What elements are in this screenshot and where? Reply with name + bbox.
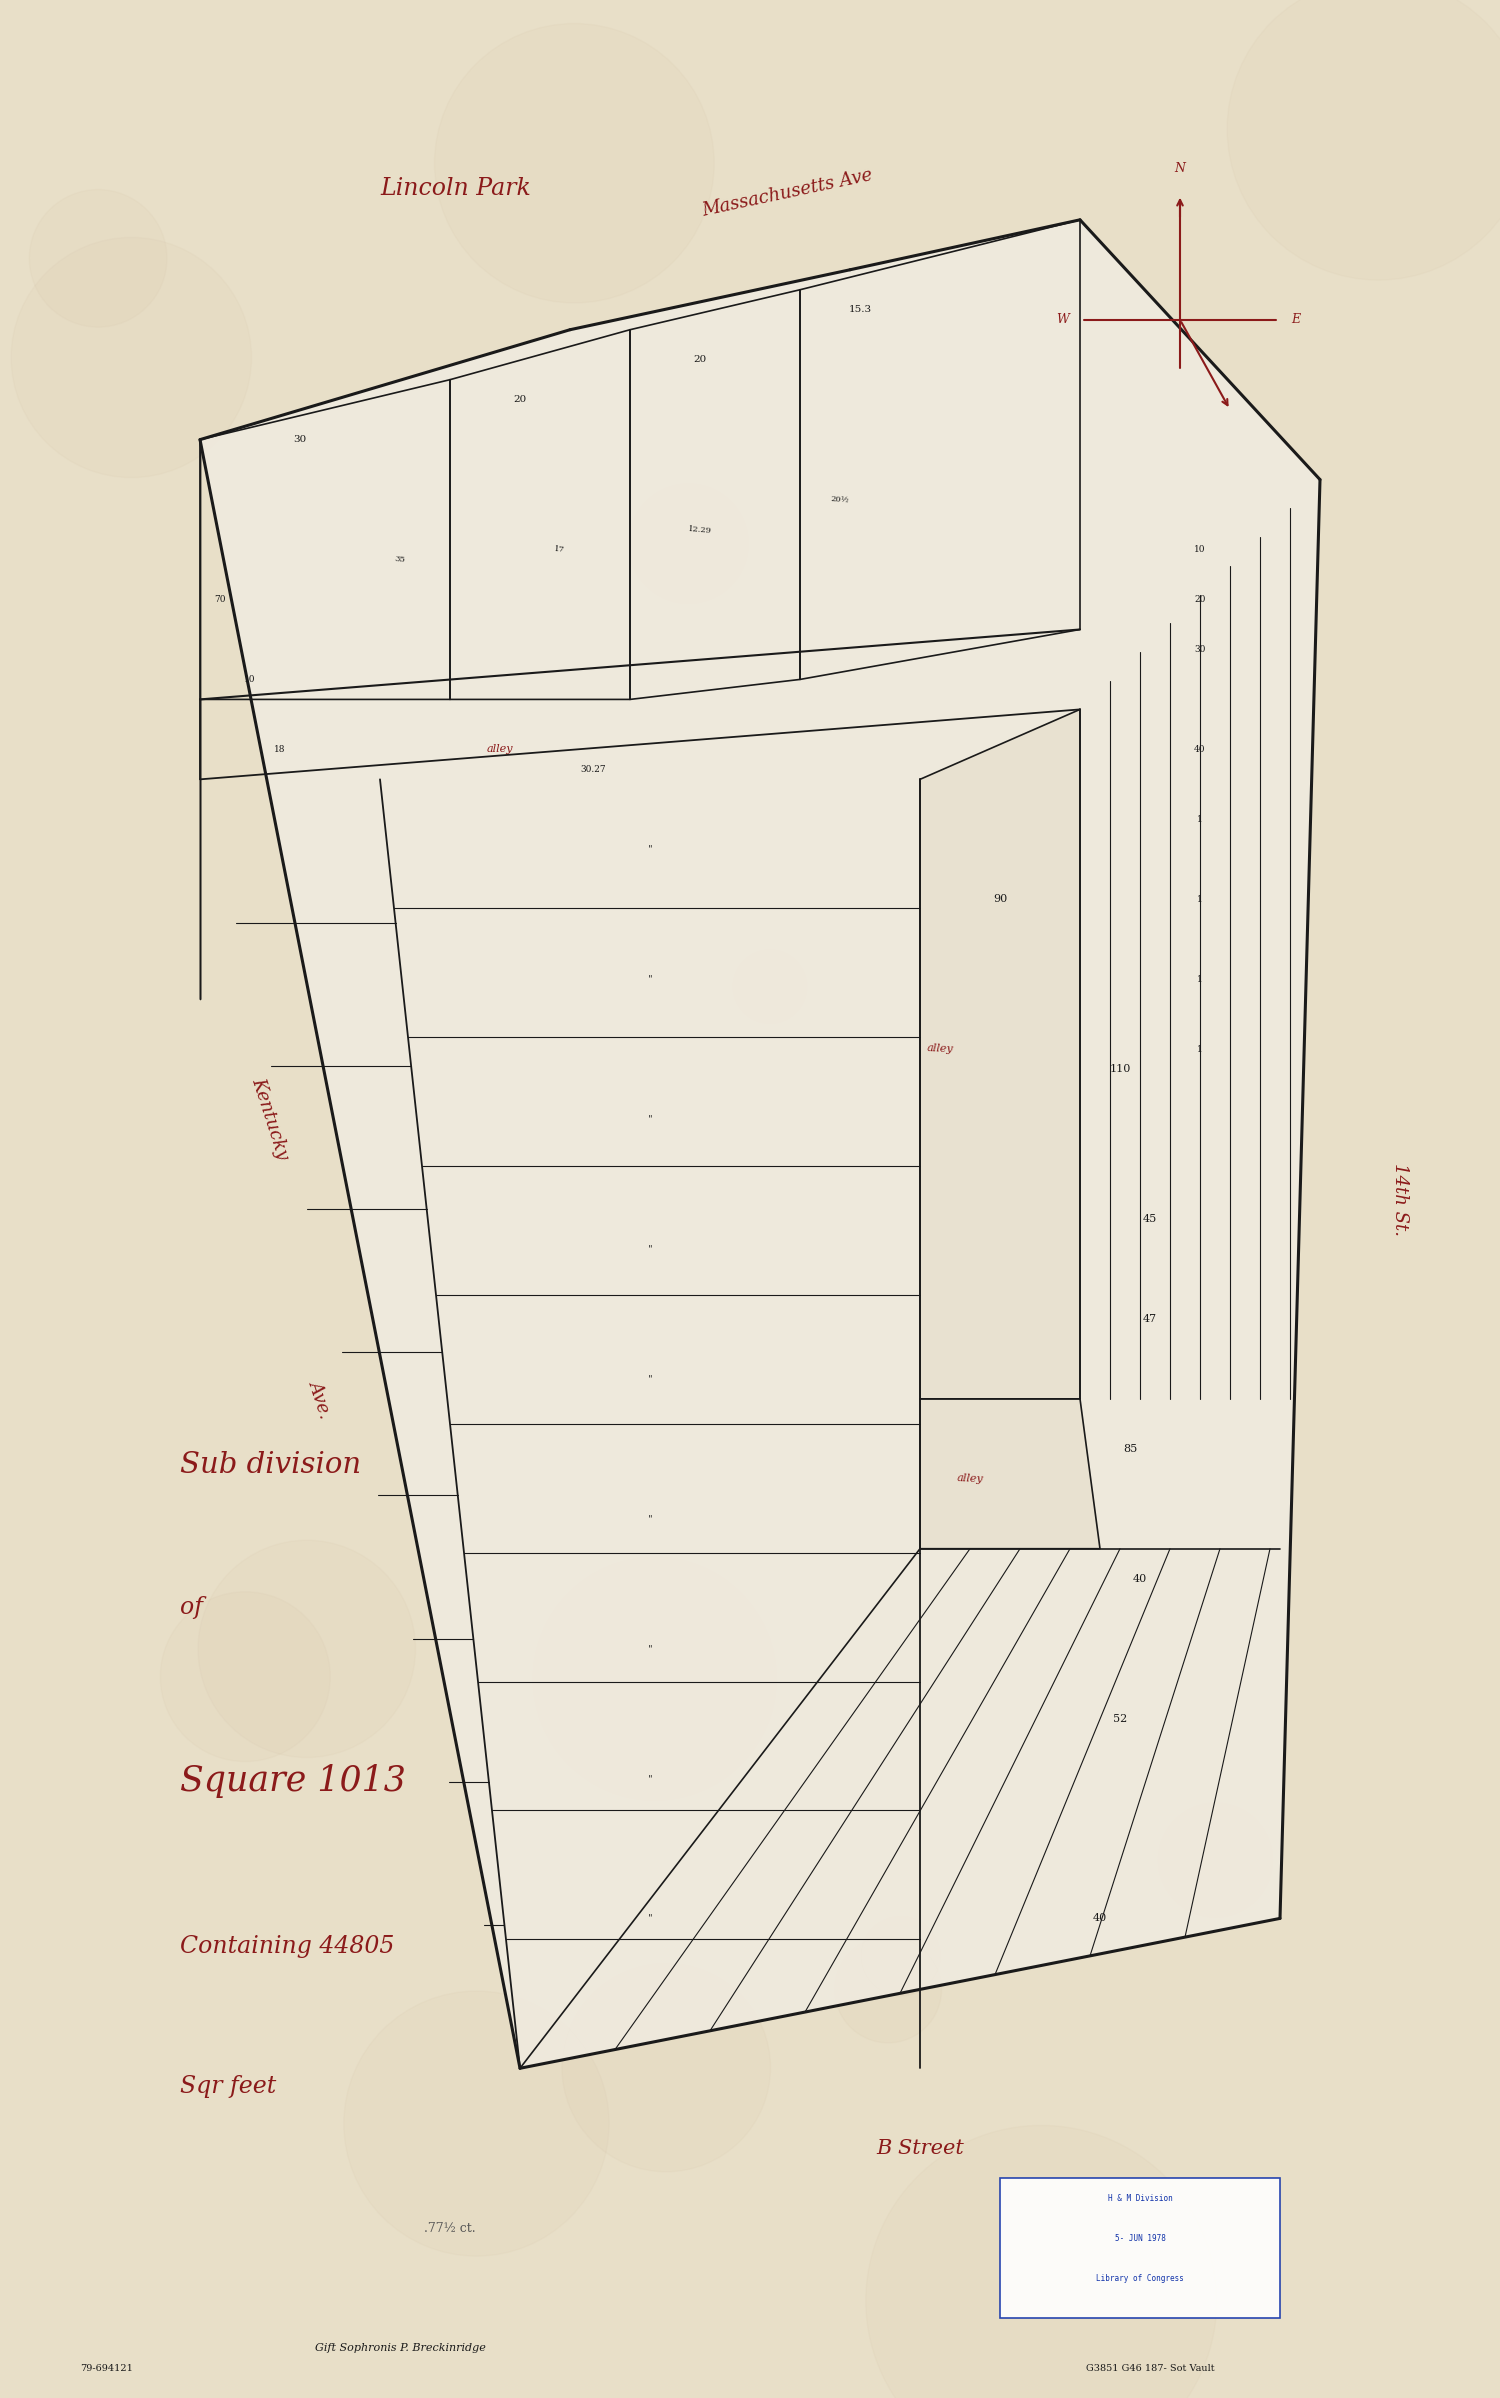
Circle shape <box>628 484 748 604</box>
Text: 70: 70 <box>214 595 225 604</box>
Text: alley: alley <box>486 743 513 755</box>
Text: 30: 30 <box>294 434 306 444</box>
Circle shape <box>1158 1803 1272 1918</box>
Text: ": " <box>648 1645 652 1652</box>
Circle shape <box>834 1935 942 2043</box>
Text: Sqr feet: Sqr feet <box>180 2074 276 2098</box>
Text: 20½: 20½ <box>831 494 849 504</box>
Text: 20: 20 <box>1194 595 1206 604</box>
Text: 14th St.: 14th St. <box>1390 1163 1408 1235</box>
Text: ": " <box>648 844 652 854</box>
Text: Containing 44805: Containing 44805 <box>180 1935 394 1959</box>
Text: 1: 1 <box>1197 1046 1203 1053</box>
Text: 1: 1 <box>1197 894 1203 904</box>
Circle shape <box>861 1916 940 1995</box>
Text: .77½ ct.: .77½ ct. <box>424 2221 476 2235</box>
Text: 45: 45 <box>1143 1213 1156 1223</box>
Text: 10: 10 <box>244 674 255 683</box>
Text: 52: 52 <box>1113 1715 1126 1724</box>
Text: 79-694121: 79-694121 <box>80 2364 134 2372</box>
Text: Ave.: Ave. <box>306 1376 334 1420</box>
Circle shape <box>10 237 252 477</box>
Text: 90: 90 <box>993 894 1006 904</box>
Text: 18: 18 <box>274 746 285 753</box>
Text: H & M Division: H & M Division <box>1107 2194 1173 2204</box>
Text: ": " <box>648 1374 652 1384</box>
Text: ": " <box>648 1115 652 1125</box>
Text: W: W <box>1056 314 1070 326</box>
Text: 10: 10 <box>1194 544 1206 554</box>
Text: Massachusetts Ave: Massachusetts Ave <box>700 165 874 221</box>
Text: G3851 G46 187- Sot Vault: G3851 G46 187- Sot Vault <box>1086 2364 1215 2372</box>
Text: 40: 40 <box>1132 1573 1148 1583</box>
Text: 20: 20 <box>693 355 706 364</box>
Polygon shape <box>200 221 1320 2067</box>
Circle shape <box>435 24 714 302</box>
Text: ": " <box>648 1775 652 1784</box>
Text: alley: alley <box>927 1043 954 1055</box>
Circle shape <box>198 1540 416 1758</box>
Text: 1: 1 <box>1197 974 1203 983</box>
Text: 35: 35 <box>394 554 405 564</box>
Text: 40: 40 <box>1094 1914 1107 1923</box>
Text: 47: 47 <box>1143 1314 1156 1324</box>
Polygon shape <box>920 1398 1100 1549</box>
Text: Gift Sophronis P. Breckinridge: Gift Sophronis P. Breckinridge <box>315 2343 486 2352</box>
Circle shape <box>734 950 807 1024</box>
Text: 20: 20 <box>513 396 526 405</box>
Circle shape <box>30 189 166 326</box>
Circle shape <box>160 1592 330 1763</box>
Text: B Street: B Street <box>876 2139 965 2158</box>
Text: Square 1013: Square 1013 <box>180 1765 406 1798</box>
Circle shape <box>532 1556 777 1801</box>
Text: N: N <box>1174 161 1185 175</box>
Text: 85: 85 <box>1124 1444 1137 1453</box>
Text: 30.27: 30.27 <box>580 765 606 775</box>
Text: Lincoln Park: Lincoln Park <box>380 177 531 199</box>
Text: Library of Congress: Library of Congress <box>1096 2273 1184 2283</box>
Text: ": " <box>648 1513 652 1523</box>
Text: Kentucky: Kentucky <box>249 1077 291 1163</box>
Text: 12.29: 12.29 <box>688 525 712 535</box>
Circle shape <box>562 1964 771 2173</box>
Circle shape <box>1227 0 1500 281</box>
FancyBboxPatch shape <box>1000 2177 1280 2319</box>
Text: 1: 1 <box>1197 815 1203 825</box>
Text: 15.3: 15.3 <box>849 305 871 314</box>
Text: ": " <box>648 974 652 983</box>
Text: 30: 30 <box>1194 645 1206 655</box>
Text: E: E <box>1292 314 1300 326</box>
Circle shape <box>865 2125 1216 2398</box>
Text: 40: 40 <box>1194 746 1206 753</box>
Text: 5- JUN 1978: 5- JUN 1978 <box>1114 2233 1166 2242</box>
Text: ": " <box>648 1245 652 1254</box>
Text: Sub division: Sub division <box>180 1451 362 1480</box>
Text: ": " <box>648 1914 652 1923</box>
Circle shape <box>344 1990 609 2257</box>
Text: 110: 110 <box>1110 1065 1131 1074</box>
Text: alley: alley <box>957 1472 984 1484</box>
Text: of: of <box>180 1595 203 1619</box>
Text: 17: 17 <box>555 544 566 554</box>
Polygon shape <box>920 710 1080 1398</box>
